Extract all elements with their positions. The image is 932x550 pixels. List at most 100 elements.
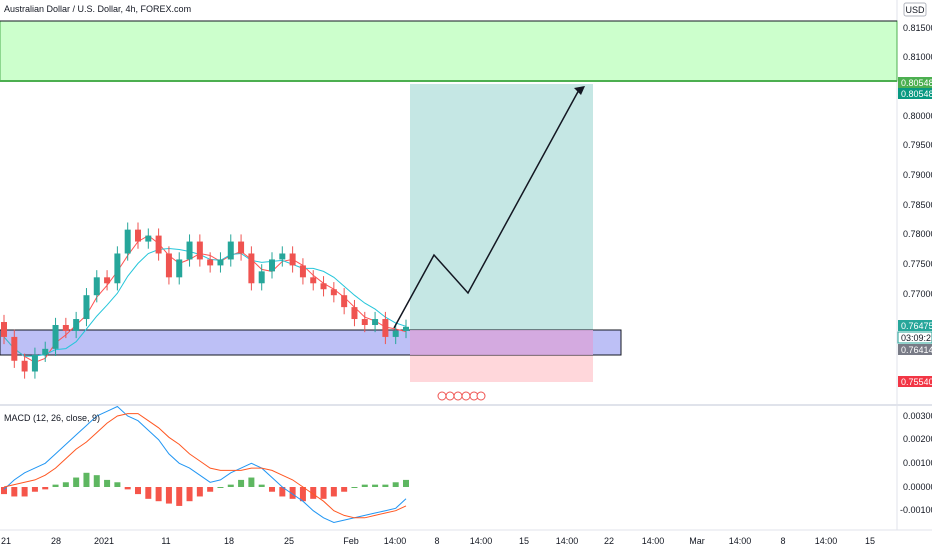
- time-axis-label: 18: [224, 536, 234, 546]
- countdown-tag[interactable]: [897, 331, 932, 344]
- candle-body: [392, 330, 399, 337]
- time-axis-label: 14:00: [642, 536, 665, 546]
- candle-body: [372, 319, 379, 325]
- macd-histogram-bar: [155, 487, 162, 502]
- macd-histogram-bar: [124, 487, 131, 490]
- target-lower-tag[interactable]: [898, 88, 932, 99]
- event-flag-icon[interactable]: [453, 391, 463, 401]
- time-axis-label: 2021: [94, 536, 114, 546]
- macd-histogram-bar: [372, 484, 379, 487]
- candle-body: [238, 241, 245, 254]
- candle-body: [269, 259, 275, 272]
- candle-body: [310, 277, 317, 284]
- macd-histogram-bar: [11, 487, 18, 497]
- macd-histogram-bar: [361, 484, 368, 487]
- event-flag-icon[interactable]: [476, 391, 486, 401]
- time-axis-label: 15: [519, 536, 529, 546]
- position-overlap-zone: [410, 330, 593, 355]
- macd-histogram-bar: [341, 487, 348, 492]
- entry-price-tag[interactable]: [898, 344, 932, 355]
- entry-price-tag-text: 0.76414: [901, 345, 932, 355]
- macd-histogram-bar: [114, 482, 121, 487]
- macd-histogram-bar: [269, 487, 275, 492]
- target-upper-tag-text: 0.80548: [901, 78, 932, 88]
- macd-pane[interactable]: [0, 406, 897, 529]
- macd-histogram-bar: [196, 487, 203, 497]
- macd-histogram-bar: [299, 487, 306, 502]
- target-zone[interactable]: [0, 20, 898, 82]
- time-axis-label: 14:00: [729, 536, 752, 546]
- candle-body: [361, 319, 368, 325]
- projection-path[interactable]: [393, 87, 581, 329]
- time-axis-label: Feb: [343, 536, 359, 546]
- macd-histogram-bar: [207, 487, 214, 492]
- event-flag-icon[interactable]: [445, 391, 455, 401]
- macd-histogram-bar: [135, 487, 141, 495]
- candle-body: [403, 326, 409, 331]
- candle-body: [176, 259, 183, 278]
- macd-histogram-bar: [330, 487, 337, 497]
- currency-badge[interactable]: [903, 2, 927, 17]
- target-upper-tag[interactable]: [898, 77, 932, 88]
- candle-body: [382, 319, 389, 337]
- candle-body: [31, 354, 38, 372]
- time-axis-label: 8: [434, 536, 439, 546]
- event-flag-icon[interactable]: [437, 391, 447, 401]
- candle-body: [217, 259, 224, 266]
- candle-body: [227, 241, 234, 260]
- macd-tick: 0.00000: [903, 482, 932, 492]
- time-axis[interactable]: 21 28 2021 11 18 25 Feb 14:00 8 14:00 15 14:00 22 14:…: [1, 536, 875, 546]
- macd-histogram-bar: [248, 477, 255, 487]
- macd-histogram-bar: [145, 487, 152, 499]
- macd-histogram-bar: [258, 484, 265, 487]
- time-axis-label: 11: [161, 536, 170, 546]
- macd-series: [1, 405, 409, 524]
- current-price-tag[interactable]: [898, 320, 932, 331]
- candle-body: [279, 253, 286, 260]
- countdown-tag-text: 03:09:21: [901, 333, 932, 343]
- ma-slow-line: [3, 247, 407, 357]
- time-axis-label: 14:00: [384, 536, 407, 546]
- macd-histogram-bar: [21, 487, 28, 497]
- macd-histogram-bar: [279, 487, 286, 497]
- candle-body: [248, 253, 255, 284]
- ma-fast-line: [3, 234, 407, 363]
- economic-events[interactable]: [437, 391, 486, 401]
- macd-histogram-bar: [42, 487, 49, 490]
- macd-histogram-bar: [392, 482, 399, 487]
- moving-averages: [3, 234, 407, 363]
- profit-zone[interactable]: [410, 84, 593, 330]
- candle-body: [258, 271, 265, 284]
- candle-body: [299, 265, 306, 278]
- candle-body: [196, 241, 203, 260]
- macd-histogram-bar: [289, 487, 296, 499]
- candle-body: [135, 229, 141, 242]
- macd-histogram-bar: [186, 487, 193, 502]
- currency-label: USD: [905, 5, 925, 15]
- stop-price-tag[interactable]: [898, 376, 932, 387]
- macd-histogram-bar: [176, 487, 183, 506]
- candle-body: [186, 241, 193, 260]
- chart-title: Australian Dollar / U.S. Dollar, 4h, FOR…: [4, 4, 191, 14]
- candle-body: [330, 289, 337, 296]
- macd-histogram-bar: [227, 484, 234, 487]
- time-axis-label: 15: [865, 536, 875, 546]
- time-axis-label: 14:00: [556, 536, 579, 546]
- macd-histogram-bar: [52, 484, 59, 487]
- time-axis-label: Mar: [689, 536, 705, 546]
- macd-label: MACD (12, 26, close, 9): [4, 413, 100, 423]
- time-axis-label: 25: [284, 536, 294, 546]
- candle-body: [165, 253, 172, 278]
- event-flag-icon[interactable]: [461, 391, 471, 401]
- candle-body: [62, 325, 69, 331]
- candle-body: [42, 348, 49, 355]
